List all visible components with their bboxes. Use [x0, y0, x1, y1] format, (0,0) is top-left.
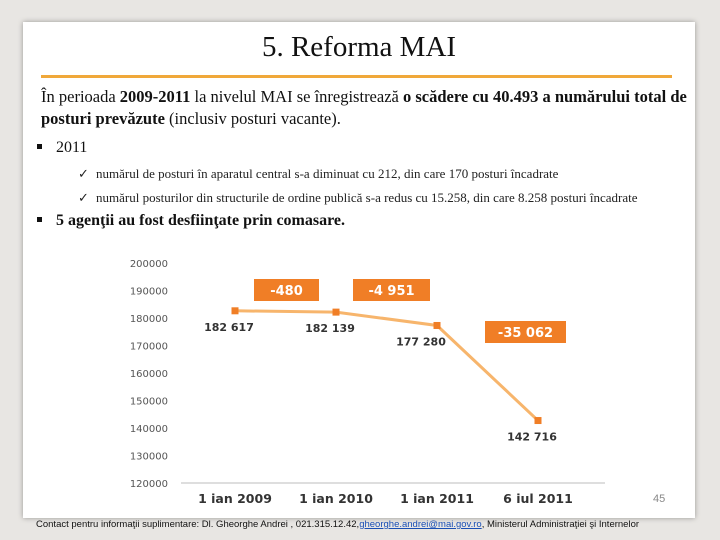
title-divider — [41, 75, 672, 78]
data-points: 182 617 182 139 177 280 142 716 — [204, 307, 557, 444]
y-tick-label: 180000 — [130, 314, 168, 325]
sub-item-public-order-text: numărul posturilor din structurile de or… — [96, 190, 638, 205]
intro-text-2: la nivelul MAI se înregistrează — [190, 87, 403, 106]
x-tick-label: 1 ian 2011 — [400, 491, 474, 506]
y-tick-label: 130000 — [130, 452, 168, 463]
footer-text: Contact pentru informaţii suplimentare: … — [36, 519, 360, 530]
difference-label: -35 062 — [498, 326, 553, 341]
sub-item-central: ✓ numărul de posturi în aparatul central … — [78, 166, 558, 182]
data-value-label: 142 716 — [507, 431, 557, 444]
y-tick-label: 120000 — [130, 479, 168, 490]
intro-paragraph: În perioada 2009-2011 la nivelul MAI se … — [41, 86, 691, 130]
difference-label: -480 — [270, 284, 303, 299]
footer-contact: Contact pentru informaţii suplimentare: … — [36, 519, 639, 530]
data-point-marker — [433, 321, 441, 329]
square-bullet-icon — [37, 143, 42, 149]
bullet-agencies-text: 5 agenţii au fost desfiinţate prin comas… — [56, 212, 346, 229]
difference-box — [353, 279, 430, 301]
y-tick-label: 190000 — [130, 287, 168, 298]
square-bullet-icon — [37, 216, 42, 222]
slide-title: 5. Reforma MAI — [261, 31, 457, 63]
y-tick-label: 200000 — [130, 259, 168, 270]
intro-text-3: (inclusiv posturi vacante). — [164, 109, 341, 128]
footer-ministry: , Ministerul Administraţiei şi Internelo… — [481, 519, 640, 530]
sub-item-public-order: ✓ numărul posturilor din structurile de o… — [78, 190, 638, 206]
data-value-label: 182 139 — [305, 322, 355, 335]
difference-labels: -480 -4 951 -35 062 — [254, 279, 566, 343]
data-point-marker — [231, 307, 239, 315]
difference-box — [485, 321, 566, 343]
intro-text-1: În perioada — [41, 87, 120, 106]
y-tick-label: 140000 — [130, 424, 168, 435]
y-axis: 120000 130000 140000 150000 160000 170000 1800… — [130, 259, 168, 490]
x-axis: 1 ian 2009 1 ian 2010 1 ian 2011 6 iul 2011 — [198, 491, 573, 506]
data-point-marker — [332, 308, 340, 316]
y-tick-label: 160000 — [130, 369, 168, 380]
difference-label: -4 951 — [368, 284, 414, 299]
y-tick-label: 150000 — [130, 397, 168, 408]
data-value-label: 177 280 — [396, 335, 446, 348]
sub-item-central-text: numărul de posturi în aparatul central s… — [96, 166, 559, 181]
checkmark-icon: ✓ — [78, 190, 89, 205]
y-tick-label: 170000 — [130, 342, 168, 353]
difference-box — [254, 279, 319, 301]
slide: 5. Reforma MAI În perioada 2009-2011 la … — [23, 22, 695, 518]
data-point-marker — [534, 417, 542, 425]
data-value-label: 182 617 — [204, 321, 254, 334]
intro-decrease: o scădere cu 40.493 a numărului total de… — [41, 87, 687, 128]
footer-email-link[interactable]: gheorghe.andrei@mai.gov.ro — [359, 519, 482, 530]
series-line — [234, 309, 540, 422]
bullet-2011-text: 2011 — [56, 139, 88, 156]
x-tick-label: 6 iul 2011 — [503, 491, 573, 506]
x-tick-label: 1 ian 2010 — [299, 491, 373, 506]
bullet-agencies: 5 agenţii au fost desfiinţate prin comas… — [37, 212, 345, 230]
bullet-2011: 2011 — [37, 139, 87, 157]
page-number: 45 — [653, 493, 666, 505]
checkmark-icon: ✓ — [78, 166, 89, 181]
x-tick-label: 1 ian 2009 — [198, 491, 272, 506]
posts-line-chart: 120000 130000 140000 150000 160000 170000 1800… — [130, 259, 605, 506]
intro-period: 2009-2011 — [119, 87, 191, 106]
